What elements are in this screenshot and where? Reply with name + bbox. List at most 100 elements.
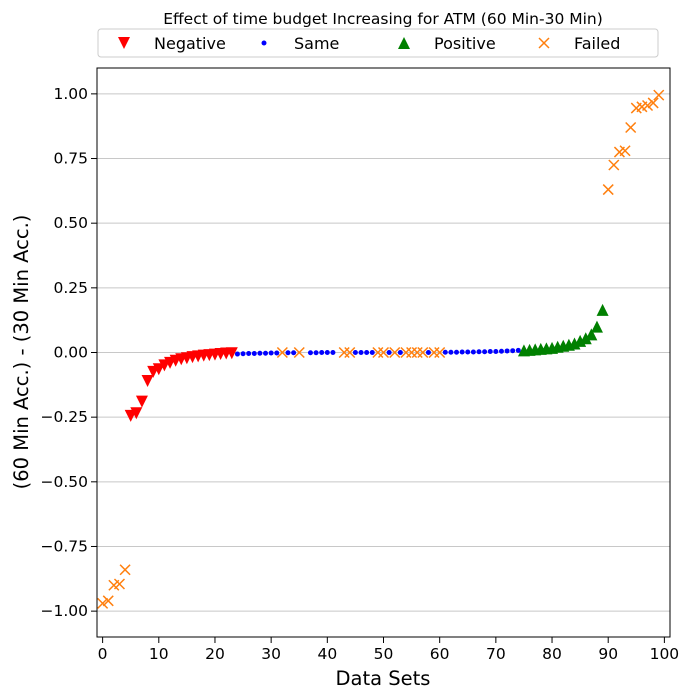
data-point-same bbox=[307, 350, 313, 356]
data-point-same bbox=[352, 350, 358, 355]
data-point-failed bbox=[625, 121, 637, 134]
legend-label-failed: Failed bbox=[574, 34, 620, 53]
legend-frame bbox=[97, 28, 659, 58]
data-point-failed bbox=[647, 97, 659, 109]
data-point-same bbox=[313, 350, 319, 356]
chart-title: Effect of time budget Increasing for ATM… bbox=[163, 10, 603, 28]
data-point-same bbox=[364, 350, 370, 355]
x-marker-stroke bbox=[344, 346, 356, 359]
data-point-same bbox=[504, 348, 510, 354]
data-point-same bbox=[386, 350, 392, 355]
x-marker-stroke bbox=[377, 346, 390, 359]
data-point-same bbox=[470, 349, 476, 355]
x-marker-stroke bbox=[417, 346, 429, 359]
y-tick-label: −0.50 bbox=[41, 473, 89, 491]
data-point-failed bbox=[619, 145, 631, 157]
series-failed bbox=[97, 89, 665, 609]
data-point-failed bbox=[276, 346, 288, 359]
legend-label-negative: Negative bbox=[154, 34, 226, 53]
data-point-failed bbox=[417, 346, 429, 359]
data-point-failed bbox=[389, 346, 401, 359]
data-point-same bbox=[330, 350, 336, 355]
data-point-failed bbox=[602, 184, 614, 196]
x-marker-stroke bbox=[113, 578, 126, 590]
x-tick-label: 100 bbox=[650, 645, 680, 663]
x-tick-label: 40 bbox=[317, 645, 337, 663]
x-axis-label: Data Sets bbox=[336, 667, 431, 690]
data-point-same bbox=[397, 350, 403, 355]
x-tick-label: 60 bbox=[430, 645, 450, 663]
x-marker-stroke bbox=[619, 145, 631, 157]
data-point-same bbox=[234, 351, 240, 357]
data-point-same bbox=[291, 350, 297, 356]
data-point-same bbox=[442, 349, 448, 355]
series-same bbox=[234, 347, 521, 357]
axis-ticks: 1.00 0.75 0.50 0.25 0.00 −0.25 −0.50 −0.75 −1.00… bbox=[41, 85, 680, 663]
data-point-same bbox=[510, 348, 516, 354]
data-point-negative bbox=[225, 347, 238, 360]
data-point-same bbox=[369, 350, 375, 355]
legend-label-positive: Positive bbox=[434, 34, 496, 53]
x-marker-stroke bbox=[653, 89, 665, 101]
data-point-same bbox=[257, 350, 263, 356]
x-tick-label: 10 bbox=[149, 645, 169, 663]
data-point-same bbox=[240, 351, 246, 357]
y-axis-label: (60 Min Acc.) - (30 Min Acc.) bbox=[10, 215, 33, 490]
data-point-failed bbox=[113, 578, 126, 590]
series-negative bbox=[124, 347, 238, 422]
y-tick-label: 0.75 bbox=[53, 150, 88, 168]
legend-label-same: Same bbox=[294, 34, 339, 53]
x-marker-stroke bbox=[276, 346, 288, 359]
data-point-same bbox=[515, 347, 521, 353]
data-point-same bbox=[263, 350, 269, 356]
data-point-negative bbox=[152, 363, 165, 376]
data-point-failed bbox=[102, 595, 114, 607]
data-point-same bbox=[285, 350, 291, 356]
y-tick-label: 0.50 bbox=[53, 214, 88, 232]
data-point-same bbox=[324, 350, 330, 355]
data-point-same bbox=[482, 349, 488, 355]
data-point-failed bbox=[293, 346, 305, 359]
legend-marker-positive bbox=[398, 37, 410, 49]
data-point-same bbox=[454, 349, 460, 355]
x-marker-stroke bbox=[602, 184, 614, 196]
data-point-same bbox=[493, 348, 499, 354]
x-marker-stroke bbox=[608, 159, 620, 171]
data-point-negative bbox=[130, 407, 143, 420]
legend-marker-failed bbox=[538, 37, 550, 49]
x-marker-stroke bbox=[389, 346, 401, 359]
legend: Negative Same Positive Failed bbox=[97, 28, 659, 58]
x-marker-stroke bbox=[97, 597, 109, 609]
y-tick-label: 0.25 bbox=[53, 279, 88, 297]
data-point-same bbox=[274, 350, 280, 356]
y-tick-label: 1.00 bbox=[53, 85, 88, 103]
y-tick-label: −1.00 bbox=[41, 602, 89, 620]
data-point-same bbox=[246, 351, 252, 357]
data-point-failed bbox=[608, 159, 620, 171]
data-point-same bbox=[319, 350, 325, 355]
data-point-negative bbox=[141, 374, 154, 387]
x-tick-label: 20 bbox=[205, 645, 225, 663]
x-marker-stroke bbox=[102, 595, 114, 607]
x-tick-label: 90 bbox=[598, 645, 618, 663]
x-marker-stroke bbox=[293, 346, 305, 359]
data-point-failed bbox=[344, 346, 356, 359]
data-point-same bbox=[498, 348, 504, 354]
x-tick-label: 80 bbox=[542, 645, 562, 663]
data-point-same bbox=[251, 351, 257, 357]
y-tick-label: −0.75 bbox=[41, 537, 89, 555]
data-point-failed bbox=[119, 564, 131, 576]
data-point-negative bbox=[135, 395, 148, 408]
x-tick-label: 50 bbox=[374, 645, 394, 663]
x-tick-label: 30 bbox=[261, 645, 281, 663]
data-point-positive bbox=[585, 328, 598, 341]
data-point-failed bbox=[434, 346, 446, 359]
x-marker-stroke bbox=[119, 564, 131, 576]
legend-marker-same bbox=[261, 40, 267, 46]
y-tick-label: 0.00 bbox=[53, 344, 88, 362]
data-point-failed bbox=[377, 346, 390, 359]
y-tick-label: −0.25 bbox=[41, 408, 89, 426]
x-marker-stroke bbox=[641, 99, 654, 112]
data-point-same bbox=[465, 349, 471, 355]
